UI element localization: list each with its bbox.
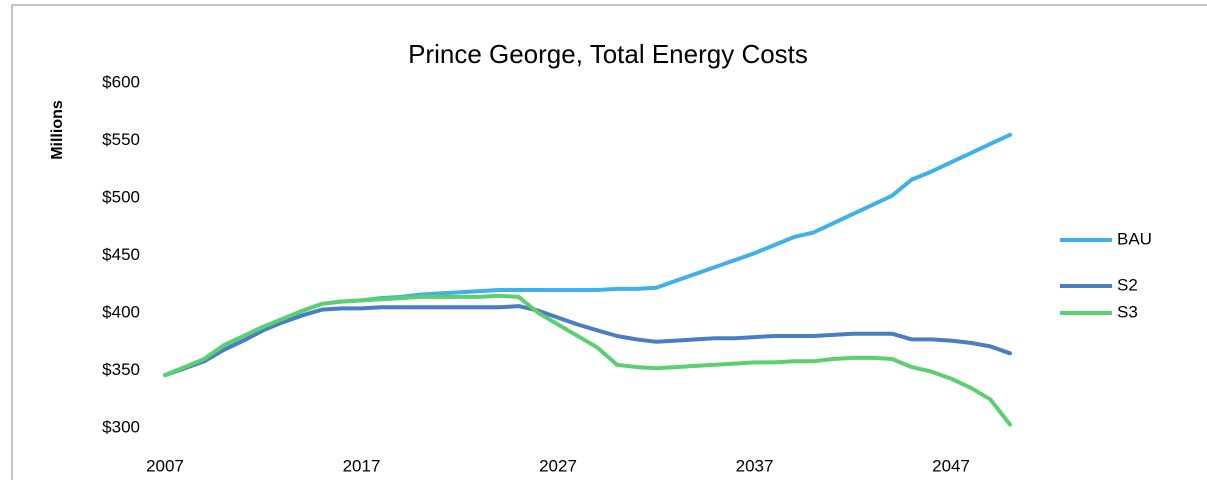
legend-label: S3 [1117,302,1138,321]
y-tick-label: $450 [102,245,140,264]
series-line [163,293,1012,427]
x-tick-label: 2007 [146,456,184,475]
y-tick-label: $550 [102,130,140,149]
legend-label: S2 [1117,275,1138,294]
series-line [163,132,1012,378]
y-axis-label: Millions [49,100,66,160]
chart-border [11,4,1207,480]
y-tick-label: $300 [102,417,140,436]
y-tick-label: $350 [102,360,140,379]
chart-title: Prince George, Total Energy Costs [408,39,808,69]
x-tick-label: 2017 [343,456,381,475]
y-tick-label: $600 [102,72,140,91]
legend-label: BAU [1117,229,1152,248]
x-tick-label: 2047 [932,456,970,475]
series-line [163,304,1012,378]
x-tick-label: 2027 [539,456,577,475]
y-tick-label: $400 [102,302,140,321]
x-tick-label: 2037 [736,456,774,475]
y-tick-label: $500 [102,187,140,206]
